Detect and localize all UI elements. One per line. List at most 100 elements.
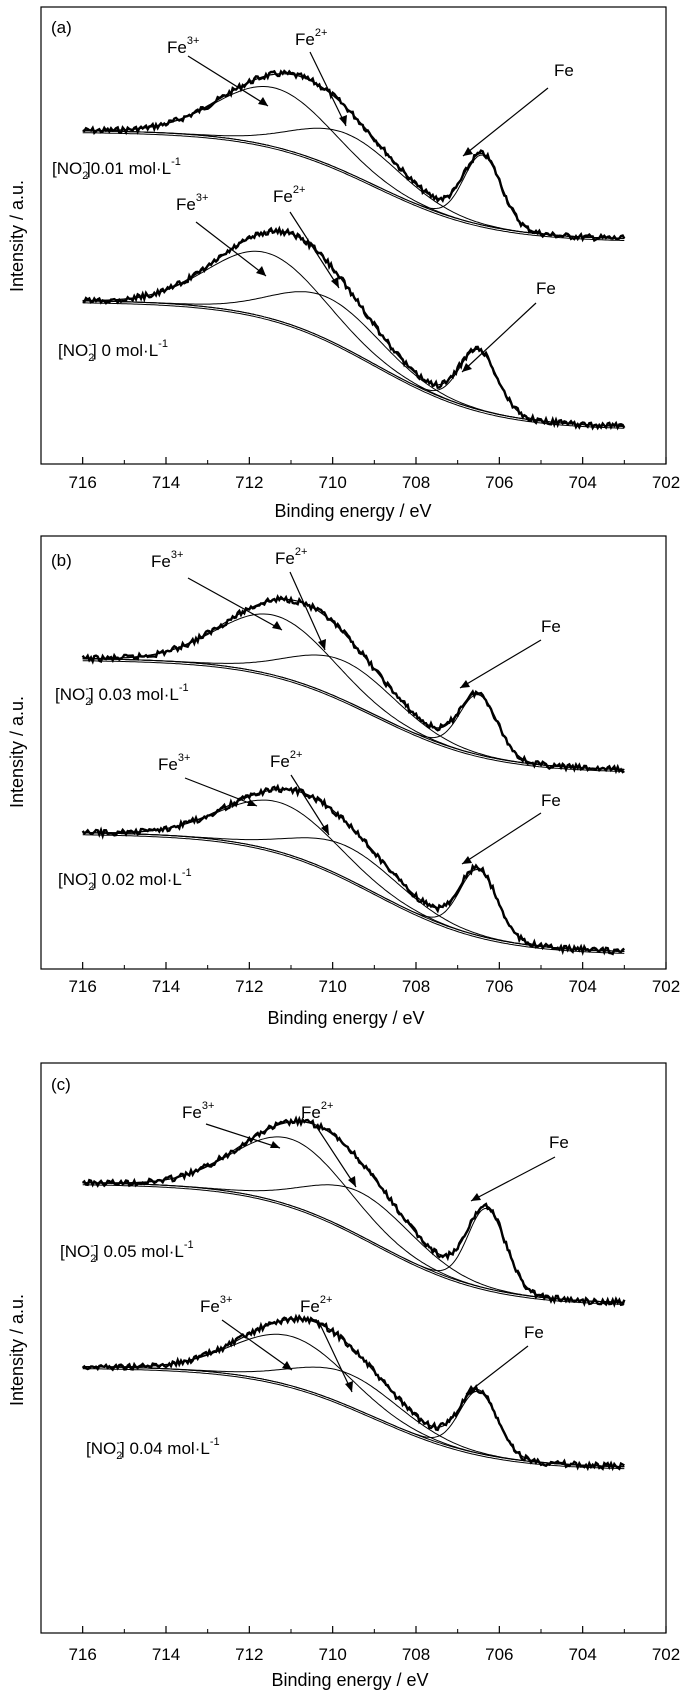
condition-label-c1: [NO2-] 0.05 mol·L-1 bbox=[60, 1239, 194, 1265]
fe2-label-sup: 2+ bbox=[321, 1100, 334, 1112]
background-curve bbox=[82, 832, 625, 952]
cond-value: ] 0.05 bbox=[94, 1242, 141, 1261]
fe3-arrow bbox=[221, 1319, 293, 1371]
fe2-label: Fe2+ bbox=[275, 546, 307, 568]
x-tick-label: 702 bbox=[652, 1645, 680, 1664]
fe3-arrow bbox=[187, 577, 283, 631]
fe2-label: Fe2+ bbox=[270, 749, 302, 771]
fe2-label-text: Fe bbox=[301, 1103, 321, 1122]
fe2-label-sup: 2+ bbox=[290, 749, 303, 761]
x-tick-label: 708 bbox=[402, 473, 430, 492]
fe2-label-sup: 2+ bbox=[315, 27, 328, 39]
background-curve bbox=[82, 130, 625, 239]
fe3-arrow bbox=[184, 777, 258, 807]
panel-a-curves bbox=[82, 69, 626, 431]
cond-unit: mol·L bbox=[129, 159, 172, 178]
fe-arrow bbox=[459, 639, 542, 689]
panel-a-ylabel: Intensity / a.u. bbox=[7, 180, 27, 292]
fe2-arrowhead bbox=[339, 115, 347, 126]
fe3-arrowhead bbox=[258, 97, 268, 106]
panel-b-ylabel: Intensity / a.u. bbox=[7, 696, 27, 808]
fe3-label-sup: 3+ bbox=[178, 752, 191, 764]
fe3-label-text: Fe bbox=[151, 552, 171, 571]
fe3-label-sup: 3+ bbox=[187, 35, 200, 47]
cond-sub: 2 bbox=[85, 696, 91, 708]
fe3-label: Fe3+ bbox=[167, 35, 199, 57]
fe3-arrow bbox=[187, 55, 269, 107]
measured-spectrum bbox=[81, 783, 625, 956]
fe3-label: Fe3+ bbox=[176, 192, 208, 214]
panel-b-xlabel: Binding energy / eV bbox=[267, 1008, 424, 1028]
condition-label-b2: [NO2-] 0.02 mol·L-1 bbox=[58, 867, 192, 893]
panel-c-tag: (c) bbox=[51, 1075, 71, 1094]
x-tick-label: 704 bbox=[568, 977, 596, 996]
panel-a: Binding energy / eV Intensity / a.u. (a)… bbox=[7, 6, 680, 521]
fe3-label: Fe3+ bbox=[151, 549, 183, 571]
fe2-label: Fe2+ bbox=[273, 184, 305, 206]
fe2-label-sup: 2+ bbox=[320, 1294, 333, 1306]
fe3-label-sup: 3+ bbox=[220, 1294, 233, 1306]
fe-arrowhead bbox=[466, 1385, 476, 1394]
fe3-label: Fe3+ bbox=[182, 1100, 214, 1122]
panel-b-frame bbox=[40, 535, 667, 970]
panel-b-arrows bbox=[184, 571, 542, 865]
envelope-curve bbox=[82, 230, 625, 427]
cond-sub: 2 bbox=[88, 352, 94, 364]
fe2-label-text: Fe bbox=[300, 1297, 320, 1316]
fe-label: Fe bbox=[554, 61, 574, 80]
x-tick-label: 712 bbox=[235, 473, 263, 492]
cond-open: [NO bbox=[60, 1242, 90, 1261]
fe-arrow bbox=[461, 302, 537, 373]
cond-sub: 2 bbox=[82, 170, 88, 182]
condition-label-b1: [NO2-] 0.03 mol·L-1 bbox=[55, 682, 189, 708]
fe-arrowhead bbox=[462, 856, 472, 864]
fe3-label-text: Fe bbox=[176, 195, 196, 214]
cond-sup: - bbox=[90, 1240, 94, 1252]
cond-value: ] 0.03 bbox=[89, 685, 136, 704]
fe-label: Fe bbox=[524, 1323, 544, 1342]
fe3-label-sup: 3+ bbox=[196, 192, 209, 204]
background-curve bbox=[82, 300, 625, 427]
condition-label-a1: [NO2-]0.01 mol·L-1 bbox=[52, 156, 181, 182]
x-tick-label: 714 bbox=[152, 473, 180, 492]
x-tick-label: 710 bbox=[318, 977, 346, 996]
fe-arrow bbox=[462, 87, 549, 157]
panel-a-tag: (a) bbox=[51, 18, 72, 37]
x-tick-label: 706 bbox=[485, 1645, 513, 1664]
cond-unit-sup: -1 bbox=[158, 338, 168, 350]
fe3-label-text: Fe bbox=[182, 1103, 202, 1122]
fe-arrowhead bbox=[463, 147, 473, 156]
fe2-component bbox=[82, 291, 625, 427]
cond-open: [NO bbox=[58, 870, 88, 889]
fe2-arrowhead bbox=[318, 639, 326, 650]
fe2-arrow bbox=[290, 774, 330, 836]
fe-label: Fe bbox=[541, 617, 561, 636]
panel-a-xlabel: Binding energy / eV bbox=[274, 501, 431, 521]
fe3-arrowhead bbox=[256, 266, 266, 276]
cond-unit-sup: -1 bbox=[210, 1436, 220, 1448]
panel-c: Binding energy / eV Intensity / a.u. (c)… bbox=[7, 1062, 680, 1690]
fe2-component bbox=[82, 127, 625, 239]
panel-a-xticks bbox=[40, 457, 667, 464]
x-tick-label: 712 bbox=[235, 977, 263, 996]
cond-unit-sup: -1 bbox=[182, 867, 192, 879]
fe2-label-sup: 2+ bbox=[293, 184, 306, 196]
x-tick-label: 710 bbox=[318, 473, 346, 492]
fe2-arrowhead bbox=[348, 1176, 356, 1187]
fe-component bbox=[82, 832, 625, 952]
fe-component bbox=[82, 130, 625, 239]
fe-label: Fe bbox=[541, 791, 561, 810]
cond-unit: mol·L bbox=[141, 1242, 184, 1261]
fe-arrow bbox=[470, 1156, 556, 1202]
fe2-arrow bbox=[309, 51, 347, 127]
fe2-label-text: Fe bbox=[275, 549, 295, 568]
fe2-label-text: Fe bbox=[295, 30, 315, 49]
background-curve bbox=[82, 1184, 625, 1305]
panel-b: Binding energy / eV Intensity / a.u. (b)… bbox=[7, 535, 680, 1028]
measured-spectrum bbox=[81, 594, 625, 775]
x-tick-label: 706 bbox=[485, 473, 513, 492]
fe2-arrowhead bbox=[345, 1381, 353, 1392]
panel-c-curves bbox=[81, 1115, 626, 1472]
fe2-component bbox=[82, 654, 625, 770]
